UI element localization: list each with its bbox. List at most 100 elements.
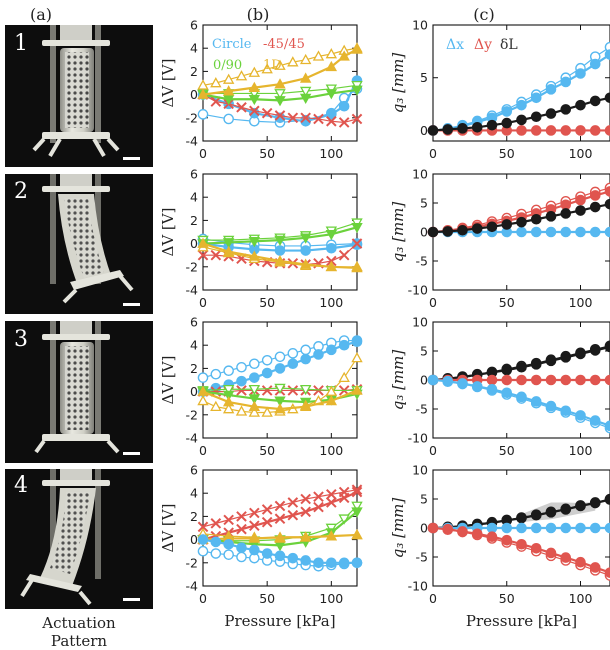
data-point [235, 405, 248, 416]
x-tick-label: 0 [429, 146, 437, 161]
y-tick-label: 6 [190, 463, 198, 478]
data-point [457, 378, 468, 389]
y-axis-label: ΔV [V] [159, 356, 177, 405]
data-point [274, 351, 286, 363]
data-point [427, 226, 439, 238]
data-point [299, 233, 312, 244]
data-point [287, 56, 299, 67]
data-point [575, 194, 586, 206]
data-point [299, 53, 312, 65]
data-point [351, 501, 363, 512]
data-point [575, 125, 586, 136]
data-point [325, 48, 338, 59]
y-tick-label: 2 [190, 213, 198, 228]
data-point [427, 522, 439, 534]
data-point [351, 238, 363, 249]
data-point [560, 199, 572, 211]
data-point [545, 226, 557, 238]
data-point [589, 125, 601, 136]
data-point [261, 406, 273, 417]
data-point [604, 186, 610, 197]
data-point [210, 368, 222, 380]
legend: Circle -45/45 0/90 1D [212, 37, 305, 73]
data-point [530, 213, 542, 225]
x-tick-label: 0 [199, 591, 207, 606]
data-point [299, 384, 312, 396]
data-point [589, 95, 601, 107]
series-blue-filled [197, 336, 363, 397]
data-point [261, 354, 273, 366]
y-tick-label: -4 [186, 431, 199, 446]
data-point [274, 89, 286, 100]
data-point [589, 226, 601, 238]
data-point [248, 250, 261, 261]
data-point [287, 497, 299, 508]
panel-label-a: (a) [30, 5, 52, 24]
data-point [530, 125, 542, 136]
y-tick-label: 4 [190, 41, 198, 56]
data-point [299, 86, 312, 98]
data-point [530, 111, 542, 123]
series-black-filled [427, 198, 610, 238]
y-tick-label: 0 [420, 373, 428, 388]
data-point [299, 93, 312, 105]
data-point [471, 223, 483, 234]
y-tick-label: 5 [420, 196, 428, 211]
data-point [545, 211, 557, 222]
data-point [300, 506, 311, 518]
x-tick-label: 100 [319, 295, 343, 310]
data-point [287, 385, 299, 396]
data-point [351, 384, 363, 395]
y-tick-label: -5 [416, 550, 428, 565]
data-point [274, 96, 286, 107]
data-point [516, 522, 527, 534]
data-point [197, 394, 209, 406]
data-point [486, 119, 498, 131]
data-point [300, 344, 311, 356]
data-point [530, 543, 542, 554]
y-tick-label: -4 [186, 134, 199, 149]
data-point [261, 385, 273, 396]
series-yellow-filled [197, 43, 363, 99]
data-point [471, 121, 483, 133]
data-point [545, 522, 557, 534]
data-point [313, 113, 324, 125]
x-tick-label: 50 [259, 443, 275, 458]
data-point [516, 226, 527, 238]
data-point [457, 526, 468, 537]
data-point [604, 49, 610, 60]
series-blue-filled [197, 534, 363, 569]
data-point [545, 547, 557, 559]
data-point [287, 509, 299, 521]
data-point [560, 76, 572, 88]
data-point [501, 219, 513, 230]
data-point [604, 226, 610, 238]
data-point [248, 94, 261, 106]
y-tick-label: 0 [190, 532, 198, 547]
data-point [261, 63, 273, 74]
data-point [325, 89, 338, 100]
data-point [249, 544, 260, 556]
data-point [313, 349, 324, 360]
data-point [351, 113, 363, 125]
y-tick-label: -10 [408, 579, 428, 594]
data-point [274, 59, 286, 70]
data-point [249, 358, 260, 370]
y-axis-label: q₃ [mm] [389, 202, 407, 263]
data-point [326, 489, 337, 500]
data-point [486, 531, 498, 543]
data-point [589, 190, 601, 201]
data-point [560, 374, 572, 386]
x-axis-label: Pressure [kPa] [224, 612, 335, 630]
data-point [326, 242, 337, 254]
data-point [287, 348, 299, 359]
data-point [312, 50, 325, 61]
photo-caption-line-1: Actuation [41, 614, 116, 632]
data-point [338, 50, 350, 61]
data-point [236, 102, 247, 113]
data-point [325, 229, 338, 241]
data-point [274, 396, 286, 407]
data-point [299, 400, 312, 412]
y-tick-label: -2 [186, 259, 198, 274]
data-point [501, 374, 513, 386]
